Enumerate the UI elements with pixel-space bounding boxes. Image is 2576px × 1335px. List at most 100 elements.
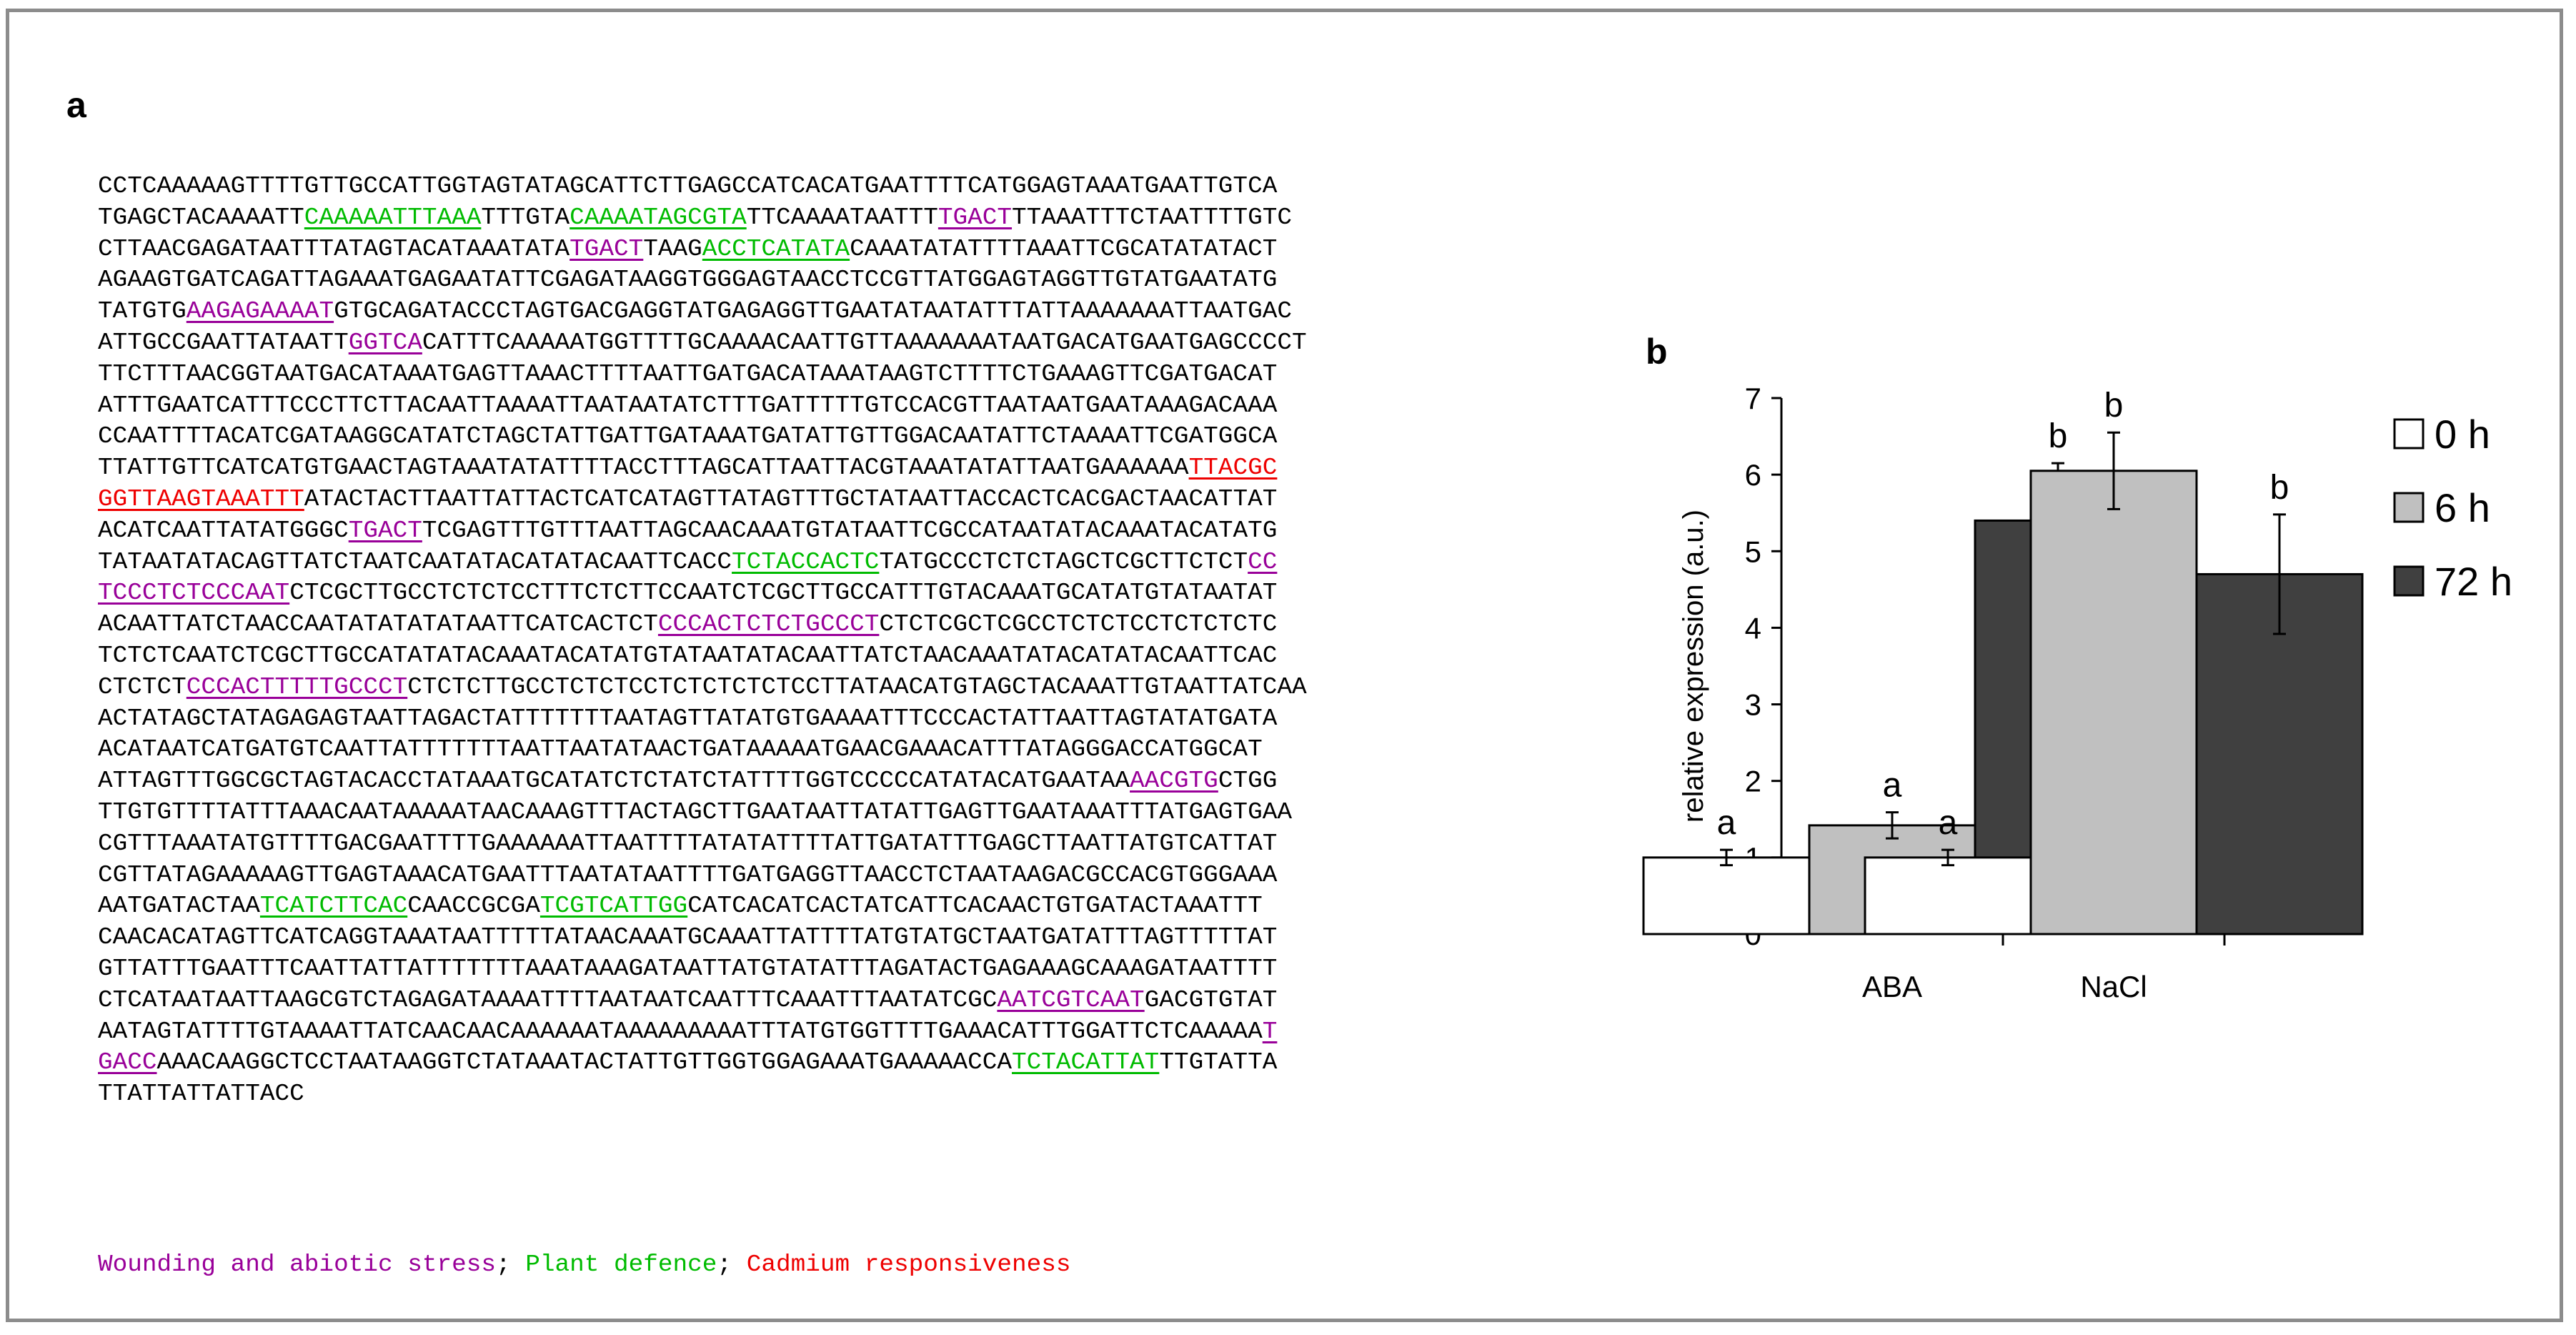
sequence-line: ACATAATCATGATGTCAATTATTTTTTTAATTAATATAAC… (98, 736, 1263, 763)
stress-motif: TCCCTCTCCCAAT (98, 580, 290, 607)
sequence-segment: GACGTGTAT (1144, 986, 1278, 1013)
sequence-segment: ATACTACTTAATTATTACTCATCATAGTTATAGTTTGCTA… (304, 485, 1278, 512)
stress-motif: AATCGTCAAT (997, 986, 1145, 1013)
legend-swatch (2393, 418, 2425, 450)
sequence-segment: CTTAACGAGATAATTTATAGTACATAAATATA (98, 235, 570, 262)
sequence-segment: AAACAAGGCTCCTAATAAGGTCTATAAATACTATTGTTGG… (156, 1049, 1013, 1076)
sequence-segment: CATCACATCACTATCATTCACAACTGTGATACTAAATTT (687, 893, 1263, 920)
sequence-segment: CAACCGCGA (407, 893, 540, 920)
sequence-line: ACAATTATCTAACCAATATATATATAATTCATCACTCTCC… (98, 611, 1277, 637)
sequence-segment: TATGTG (98, 298, 187, 325)
sequence-segment: ACATCAATTATATGGGC (98, 517, 349, 544)
sequence-segment: TATAATATACAGTTATCTAATCAATATACATATACAATTC… (98, 548, 732, 575)
significance-label: a (1883, 767, 1902, 805)
sequence-line: ATTTGAATCATTTCCCTTCTTACAATTAAAATTAATAATA… (98, 392, 1277, 419)
defence-motif: ACCTCATATA (702, 235, 850, 262)
sequence-line: TTATTATTATTACC (98, 1081, 304, 1107)
legend-swatch (2393, 565, 2425, 597)
figure-frame: a CCTCAAAAAGTTTTGTTGCCATTGGTAGTATAGCATTC… (6, 9, 2563, 1322)
defence-motif: TCTACCACTC (732, 548, 880, 575)
sequence-segment: TTATTGTTCATCATGTGAACTAGTAAATATATTTTACCTT… (98, 455, 1189, 482)
sequence-segment: CAACACATAGTTCATCAGGTAAATAATTTTTATAACAAAT… (98, 924, 1278, 951)
sequence-line: CGTTATAGAAAAAGTTGAGTAAACATGAATTTAATATAAT… (98, 862, 1277, 888)
sequence-segment: CTCATAATAATTAAGCGTCTAGAGATAAAATTTTAATAAT… (98, 986, 998, 1013)
sequence-segment: TTGTATTA (1159, 1049, 1278, 1076)
sequence-segment: ATTTGAATCATTTCCCTTCTTACAATTAAAATTAATAATA… (98, 392, 1278, 419)
sequence-segment: TTCAAAATAATTT (746, 204, 938, 231)
sequence-segment: TTAAATTTCTAATTTTGTC (1012, 204, 1293, 231)
motif-legend: Wounding and abiotic stress; Plant defen… (98, 1251, 1071, 1279)
y-tick-label: 5 (1745, 535, 1761, 568)
sequence-line: AATGATACTAATCATCTTCACCAACCGCGATCGTCATTGG… (98, 893, 1263, 919)
sequence-segment: TATGCCCTCTCTAGCTCGCTTCTCT (879, 548, 1248, 575)
sequence-line: GACCAAACAAGGCTCCTAATAAGGTCTATAAATACTATTG… (98, 1049, 1277, 1076)
sequence-line: CCAATTTTACATCGATAAGGCATATCTAGCTATTGATTGA… (98, 423, 1277, 450)
defence-motif: TCATCTTCAC (259, 893, 408, 920)
bar (2029, 470, 2198, 936)
sequence-segment: GTTATTTGAATTTCAATTATTATTTTTTTAAATAAAGATA… (98, 955, 1278, 982)
cadmium-motif: GGTTAAGTAAATTT (98, 485, 304, 512)
sequence-segment: AATGATACTAA (98, 893, 260, 920)
defence-motif: TCGTCATTGG (539, 893, 688, 920)
sequence-line: GGTTAAGTAAATTTATACTACTTAATTATTACTCATCATA… (98, 486, 1277, 512)
sequence-segment: CTCGCTTGCCTCTCTCCTTTCTCTTCCAATCTCGCTTGCC… (289, 580, 1278, 607)
stress-motif: T (1262, 1018, 1278, 1045)
y-tick-label: 6 (1745, 458, 1761, 492)
legend-item: Cadmium responsiveness (746, 1251, 1071, 1278)
stress-motif: CCCACTTTTTGCCCT (186, 673, 408, 700)
y-tick-label: 4 (1745, 611, 1761, 645)
sequence-segment: AATAGTATTTTGTAAAATTATCAACAACAAAAAATAAAAA… (98, 1018, 1263, 1045)
bar (1642, 856, 1811, 936)
stress-motif: CC (1248, 548, 1278, 575)
sequence-line: TCCCTCTCCCAATCTCGCTTGCCTCTCTCCTTTCTCTTCC… (98, 580, 1277, 606)
sequence-line: TATAATATACAGTTATCTAATCAATATACATATACAATTC… (98, 549, 1277, 575)
sequence-segment: ACTATAGCTATAGAGAGTAATTAGACTATTTTTTTAATAG… (98, 705, 1278, 732)
sequence-segment: TTTGTA (481, 204, 570, 231)
stress-motif: TGACT (348, 517, 422, 544)
sequence-segment: AGAAGTGATCAGATTAGAAATGAGAATATTCGAGATAAGG… (98, 267, 1278, 294)
sequence-segment: CTGG (1218, 768, 1278, 795)
sequence-segment: ATTAGTTTGGCGCTAGTACACCTATAAATGCATATCTCTA… (98, 768, 1130, 795)
sequence-segment: CCTCAAAAAGTTTTGTTGCCATTGGTAGTATAGCATTCTT… (98, 173, 1278, 199)
legend-label: 6 h (2435, 485, 2490, 530)
sequence-line: TCTCTCAATCTCGCTTGCCATATATACAAATACATATGTA… (98, 642, 1277, 669)
sequence-segment: CGTTTAAATATGTTTTGACGAATTTTGAAAAAATTAATTT… (98, 830, 1278, 857)
sequence-segment: CTCTCTTGCCTCTCTCCTCTCTCTCTCCTTATAACATGTA… (407, 673, 1307, 700)
sequence-line: TTCTTTAACGGTAATGACATAAATGAGTTAAACTTTTAAT… (98, 361, 1277, 387)
sequence-segment: GTGCAGATACCCTAGTGACGAGGTATGAGAGGTTGAATAT… (334, 298, 1292, 325)
sequence-line: AATAGTATTTTGTAAAATTATCAACAACAAAAAATAAAAA… (98, 1018, 1277, 1045)
promoter-sequence: CCTCAAAAAGTTTTGTTGCCATTGGTAGTATAGCATTCTT… (98, 171, 1307, 1110)
y-tick-label: 3 (1745, 688, 1761, 722)
legend-item: ; (495, 1251, 526, 1278)
significance-label: b (2104, 387, 2124, 425)
y-tick-label: 2 (1745, 765, 1761, 798)
sequence-segment: CGTTATAGAAAAAGTTGAGTAAACATGAATTTAATATAAT… (98, 861, 1278, 888)
bar (1864, 856, 2032, 936)
expression-bar-chart: 01234567relative expression (a.u.)aabABA… (1642, 382, 2512, 1003)
cadmium-motif: TTACGC (1188, 455, 1278, 482)
defence-motif: CAAAAATTTAAA (304, 204, 482, 231)
sequence-segment: TCTCTCAATCTCGCTTGCCATATATACAAATACATATGTA… (98, 642, 1278, 669)
sequence-line: TATGTGAAGAGAAAATGTGCAGATACCCTAGTGACGAGGT… (98, 298, 1292, 324)
significance-label: a (1939, 804, 1958, 842)
sequence-segment: CAAATATATTTTAAATTCGCATATATACT (850, 235, 1278, 262)
sequence-segment: TTATTATTATTACC (98, 1081, 304, 1108)
legend-swatch (2393, 492, 2425, 523)
defence-motif: TCTACATTAT (1012, 1049, 1160, 1076)
significance-label: b (2270, 469, 2289, 507)
stress-motif: AACGTG (1130, 768, 1218, 795)
stress-motif: AAGAGAAAAT (186, 298, 334, 325)
legend-label: 0 h (2435, 412, 2490, 457)
sequence-segment: CTCTCT (98, 673, 187, 700)
sequence-line: AGAAGTGATCAGATTAGAAATGAGAATATTCGAGATAAGG… (98, 267, 1277, 293)
sequence-line: TTGTGTTTTATTTAAACAATAAAAATAACAAAGTTTACTA… (98, 799, 1292, 825)
sequence-segment: TCGAGTTTGTTTAATTAGCAACAAATGTATAATTCGCCAT… (422, 517, 1278, 544)
sequence-segment: ACAATTATCTAACCAATATATATATAATTCATCACTCT (98, 611, 658, 638)
significance-label: a (1717, 804, 1736, 842)
panel-label-a: a (66, 85, 86, 125)
legend-item: Plant defence (525, 1251, 717, 1278)
sequence-segment: CATTTCAAAAATGGTTTTGCAAAACAATTGTTAAAAAAAT… (422, 329, 1307, 356)
stress-motif: TGACT (570, 235, 644, 262)
sequence-line: TTATTGTTCATCATGTGAACTAGTAAATATATTTTACCTT… (98, 455, 1277, 481)
sequence-line: CTTAACGAGATAATTTATAGTACATAAATATATGACTTAA… (98, 236, 1277, 262)
